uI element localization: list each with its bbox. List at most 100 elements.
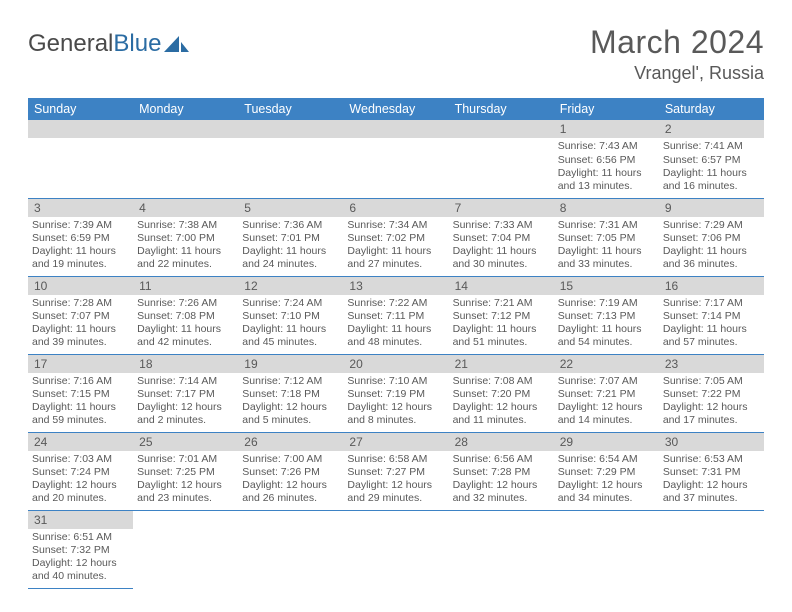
daynum-empty [449, 120, 554, 138]
day-number: 6 [343, 199, 448, 217]
day-number: 1 [554, 120, 659, 138]
day-number: 25 [133, 433, 238, 451]
day-body: Sunrise: 7:19 AMSunset: 7:13 PMDaylight:… [554, 295, 659, 352]
day-number: 16 [659, 277, 764, 295]
day-body: Sunrise: 7:10 AMSunset: 7:19 PMDaylight:… [343, 373, 448, 430]
day-number: 20 [343, 355, 448, 373]
calendar-table: Sunday Monday Tuesday Wednesday Thursday… [28, 98, 764, 589]
calendar-day-cell: 10Sunrise: 7:28 AMSunset: 7:07 PMDayligh… [28, 276, 133, 354]
day-number: 24 [28, 433, 133, 451]
daynum-empty [343, 120, 448, 138]
day-number: 30 [659, 433, 764, 451]
day-number: 8 [554, 199, 659, 217]
calendar-day-cell [659, 510, 764, 588]
day-number: 17 [28, 355, 133, 373]
day-body: Sunrise: 7:36 AMSunset: 7:01 PMDaylight:… [238, 217, 343, 274]
day-number: 31 [28, 511, 133, 529]
day-body: Sunrise: 7:39 AMSunset: 6:59 PMDaylight:… [28, 217, 133, 274]
calendar-day-cell: 27Sunrise: 6:58 AMSunset: 7:27 PMDayligh… [343, 432, 448, 510]
day-number: 14 [449, 277, 554, 295]
logo-word2: Blue [113, 30, 161, 58]
day-body: Sunrise: 7:17 AMSunset: 7:14 PMDaylight:… [659, 295, 764, 352]
day-body: Sunrise: 7:12 AMSunset: 7:18 PMDaylight:… [238, 373, 343, 430]
calendar-day-cell: 13Sunrise: 7:22 AMSunset: 7:11 PMDayligh… [343, 276, 448, 354]
day-body: Sunrise: 7:14 AMSunset: 7:17 PMDaylight:… [133, 373, 238, 430]
day-number: 22 [554, 355, 659, 373]
day-number: 19 [238, 355, 343, 373]
day-number: 23 [659, 355, 764, 373]
day-body: Sunrise: 7:43 AMSunset: 6:56 PMDaylight:… [554, 138, 659, 195]
calendar-day-cell: 17Sunrise: 7:16 AMSunset: 7:15 PMDayligh… [28, 354, 133, 432]
calendar-day-cell [343, 510, 448, 588]
weekday-header: Monday [133, 98, 238, 120]
calendar-day-cell: 2Sunrise: 7:41 AMSunset: 6:57 PMDaylight… [659, 120, 764, 198]
calendar-day-cell: 19Sunrise: 7:12 AMSunset: 7:18 PMDayligh… [238, 354, 343, 432]
day-body: Sunrise: 7:31 AMSunset: 7:05 PMDaylight:… [554, 217, 659, 274]
calendar-day-cell [343, 120, 448, 198]
weekday-header: Friday [554, 98, 659, 120]
calendar-day-cell: 4Sunrise: 7:38 AMSunset: 7:00 PMDaylight… [133, 198, 238, 276]
calendar-day-cell: 7Sunrise: 7:33 AMSunset: 7:04 PMDaylight… [449, 198, 554, 276]
calendar-day-cell [449, 120, 554, 198]
calendar-day-cell: 28Sunrise: 6:56 AMSunset: 7:28 PMDayligh… [449, 432, 554, 510]
calendar-day-cell: 12Sunrise: 7:24 AMSunset: 7:10 PMDayligh… [238, 276, 343, 354]
logo-sail-icon [164, 34, 190, 54]
weekday-header: Wednesday [343, 98, 448, 120]
calendar-day-cell: 14Sunrise: 7:21 AMSunset: 7:12 PMDayligh… [449, 276, 554, 354]
location: Vrangel', Russia [590, 63, 764, 84]
day-number: 13 [343, 277, 448, 295]
day-body: Sunrise: 7:26 AMSunset: 7:08 PMDaylight:… [133, 295, 238, 352]
logo: GeneralBlue [28, 24, 190, 58]
calendar-day-cell: 9Sunrise: 7:29 AMSunset: 7:06 PMDaylight… [659, 198, 764, 276]
calendar-day-cell: 16Sunrise: 7:17 AMSunset: 7:14 PMDayligh… [659, 276, 764, 354]
calendar-day-cell: 20Sunrise: 7:10 AMSunset: 7:19 PMDayligh… [343, 354, 448, 432]
calendar-day-cell [554, 510, 659, 588]
calendar-day-cell: 29Sunrise: 6:54 AMSunset: 7:29 PMDayligh… [554, 432, 659, 510]
weekday-header: Saturday [659, 98, 764, 120]
calendar-day-cell: 3Sunrise: 7:39 AMSunset: 6:59 PMDaylight… [28, 198, 133, 276]
day-body: Sunrise: 6:58 AMSunset: 7:27 PMDaylight:… [343, 451, 448, 508]
weekday-header: Tuesday [238, 98, 343, 120]
day-number: 3 [28, 199, 133, 217]
day-number: 26 [238, 433, 343, 451]
day-body: Sunrise: 7:41 AMSunset: 6:57 PMDaylight:… [659, 138, 764, 195]
calendar-day-cell: 25Sunrise: 7:01 AMSunset: 7:25 PMDayligh… [133, 432, 238, 510]
day-body: Sunrise: 7:28 AMSunset: 7:07 PMDaylight:… [28, 295, 133, 352]
day-body: Sunrise: 7:33 AMSunset: 7:04 PMDaylight:… [449, 217, 554, 274]
calendar-day-cell: 30Sunrise: 6:53 AMSunset: 7:31 PMDayligh… [659, 432, 764, 510]
day-body: Sunrise: 7:00 AMSunset: 7:26 PMDaylight:… [238, 451, 343, 508]
day-body: Sunrise: 7:07 AMSunset: 7:21 PMDaylight:… [554, 373, 659, 430]
day-body: Sunrise: 7:38 AMSunset: 7:00 PMDaylight:… [133, 217, 238, 274]
daynum-empty [28, 120, 133, 138]
day-body: Sunrise: 7:34 AMSunset: 7:02 PMDaylight:… [343, 217, 448, 274]
calendar-week-row: 10Sunrise: 7:28 AMSunset: 7:07 PMDayligh… [28, 276, 764, 354]
calendar-day-cell: 22Sunrise: 7:07 AMSunset: 7:21 PMDayligh… [554, 354, 659, 432]
day-body: Sunrise: 7:22 AMSunset: 7:11 PMDaylight:… [343, 295, 448, 352]
month-title: March 2024 [590, 24, 764, 61]
weekday-header-row: Sunday Monday Tuesday Wednesday Thursday… [28, 98, 764, 120]
calendar-week-row: 1Sunrise: 7:43 AMSunset: 6:56 PMDaylight… [28, 120, 764, 198]
day-number: 5 [238, 199, 343, 217]
day-number: 9 [659, 199, 764, 217]
weekday-header: Sunday [28, 98, 133, 120]
day-number: 7 [449, 199, 554, 217]
calendar-day-cell: 11Sunrise: 7:26 AMSunset: 7:08 PMDayligh… [133, 276, 238, 354]
day-number: 29 [554, 433, 659, 451]
day-body: Sunrise: 6:56 AMSunset: 7:28 PMDaylight:… [449, 451, 554, 508]
calendar-day-cell: 15Sunrise: 7:19 AMSunset: 7:13 PMDayligh… [554, 276, 659, 354]
day-body: Sunrise: 7:16 AMSunset: 7:15 PMDaylight:… [28, 373, 133, 430]
day-body: Sunrise: 7:08 AMSunset: 7:20 PMDaylight:… [449, 373, 554, 430]
day-number: 15 [554, 277, 659, 295]
day-body: Sunrise: 6:51 AMSunset: 7:32 PMDaylight:… [28, 529, 133, 586]
calendar-day-cell: 1Sunrise: 7:43 AMSunset: 6:56 PMDaylight… [554, 120, 659, 198]
header: GeneralBlue March 2024 Vrangel', Russia [28, 24, 764, 84]
calendar-day-cell [238, 120, 343, 198]
day-number: 2 [659, 120, 764, 138]
calendar-day-cell: 18Sunrise: 7:14 AMSunset: 7:17 PMDayligh… [133, 354, 238, 432]
calendar-day-cell: 31Sunrise: 6:51 AMSunset: 7:32 PMDayligh… [28, 510, 133, 588]
day-number: 10 [28, 277, 133, 295]
daynum-empty [133, 120, 238, 138]
calendar-day-cell: 26Sunrise: 7:00 AMSunset: 7:26 PMDayligh… [238, 432, 343, 510]
calendar-day-cell: 23Sunrise: 7:05 AMSunset: 7:22 PMDayligh… [659, 354, 764, 432]
calendar-week-row: 24Sunrise: 7:03 AMSunset: 7:24 PMDayligh… [28, 432, 764, 510]
